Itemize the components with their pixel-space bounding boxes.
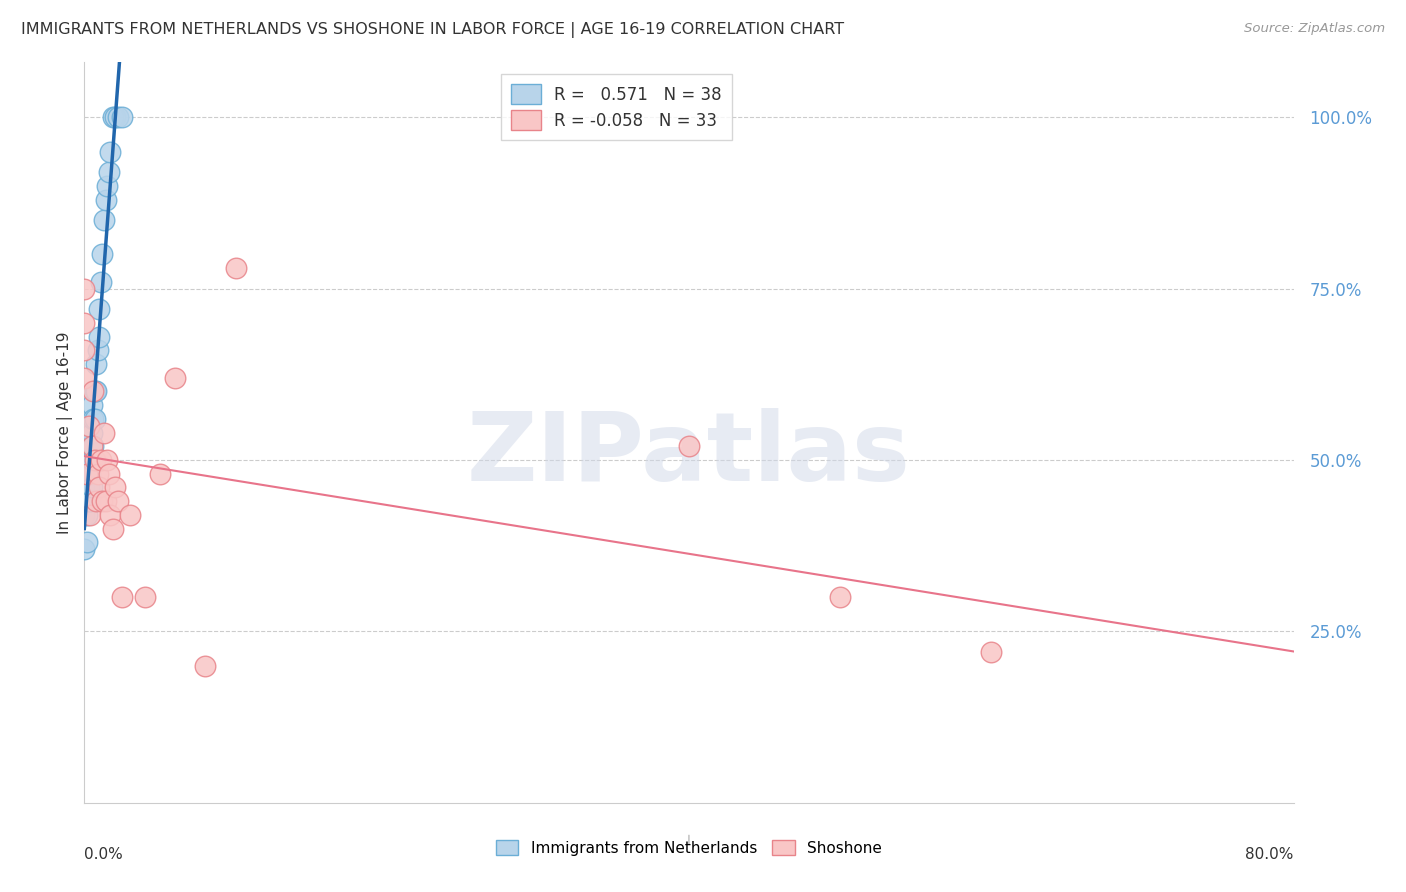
Point: [111, 590, 134, 604]
Point: [89, 329, 111, 343]
Point: [118, 508, 141, 522]
Point: [73, 453, 96, 467]
Point: [165, 371, 187, 385]
Point: [73, 508, 96, 522]
Point: [87, 343, 110, 358]
Point: [80, 453, 103, 467]
Text: IMMIGRANTS FROM NETHERLANDS VS SHOSHONE IN LABOR FORCE | AGE 16-19 CORRELATION C: IMMIGRANTS FROM NETHERLANDS VS SHOSHONE …: [21, 22, 844, 38]
Point: [80, 425, 103, 440]
Point: [73, 343, 96, 358]
Point: [82, 439, 104, 453]
Point: [84, 384, 107, 399]
Point: [134, 590, 156, 604]
Point: [86, 384, 108, 399]
Point: [82, 412, 104, 426]
Point: [94, 193, 117, 207]
Point: [225, 261, 247, 276]
Point: [77, 453, 100, 467]
Point: [73, 480, 96, 494]
Point: [79, 467, 101, 481]
Point: [678, 439, 700, 453]
Point: [96, 453, 118, 467]
Point: [96, 178, 118, 193]
Point: [980, 645, 1002, 659]
Point: [80, 439, 103, 453]
Point: [73, 282, 96, 296]
Point: [82, 384, 104, 399]
Point: [107, 110, 129, 124]
Point: [73, 542, 96, 557]
Point: [830, 590, 852, 604]
Point: [104, 110, 127, 124]
Point: [98, 508, 121, 522]
Point: [80, 398, 103, 412]
Point: [87, 467, 110, 481]
Point: [90, 453, 112, 467]
Text: 0.0%: 0.0%: [84, 847, 124, 863]
Point: [149, 467, 172, 481]
Point: [104, 480, 127, 494]
Point: [86, 494, 108, 508]
Point: [98, 145, 121, 159]
Point: [76, 508, 98, 522]
Point: [73, 371, 96, 385]
Text: ZIPatlas: ZIPatlas: [467, 409, 911, 501]
Text: 80.0%: 80.0%: [1246, 847, 1294, 863]
Point: [93, 425, 115, 440]
Point: [97, 467, 120, 481]
Point: [84, 412, 107, 426]
Point: [79, 508, 101, 522]
Legend: Immigrants from Netherlands, Shoshone: Immigrants from Netherlands, Shoshone: [489, 834, 889, 862]
Point: [77, 418, 100, 433]
Point: [94, 494, 117, 508]
Point: [77, 480, 100, 494]
Text: Source: ZipAtlas.com: Source: ZipAtlas.com: [1244, 22, 1385, 36]
Point: [80, 480, 103, 494]
Point: [86, 357, 108, 371]
Point: [73, 494, 96, 508]
Point: [101, 110, 124, 124]
Point: [89, 480, 111, 494]
Point: [76, 535, 98, 549]
Point: [84, 453, 107, 467]
Point: [107, 494, 129, 508]
Point: [76, 467, 98, 481]
Point: [73, 316, 96, 330]
Point: [93, 213, 115, 227]
Point: [79, 439, 101, 453]
Point: [90, 275, 112, 289]
Y-axis label: In Labor Force | Age 16-19: In Labor Force | Age 16-19: [58, 331, 73, 534]
Point: [91, 247, 114, 261]
Point: [73, 467, 96, 481]
Point: [194, 658, 217, 673]
Point: [101, 522, 124, 536]
Point: [91, 494, 114, 508]
Point: [97, 165, 120, 179]
Point: [111, 110, 134, 124]
Point: [79, 494, 101, 508]
Point: [77, 494, 100, 508]
Point: [89, 302, 111, 317]
